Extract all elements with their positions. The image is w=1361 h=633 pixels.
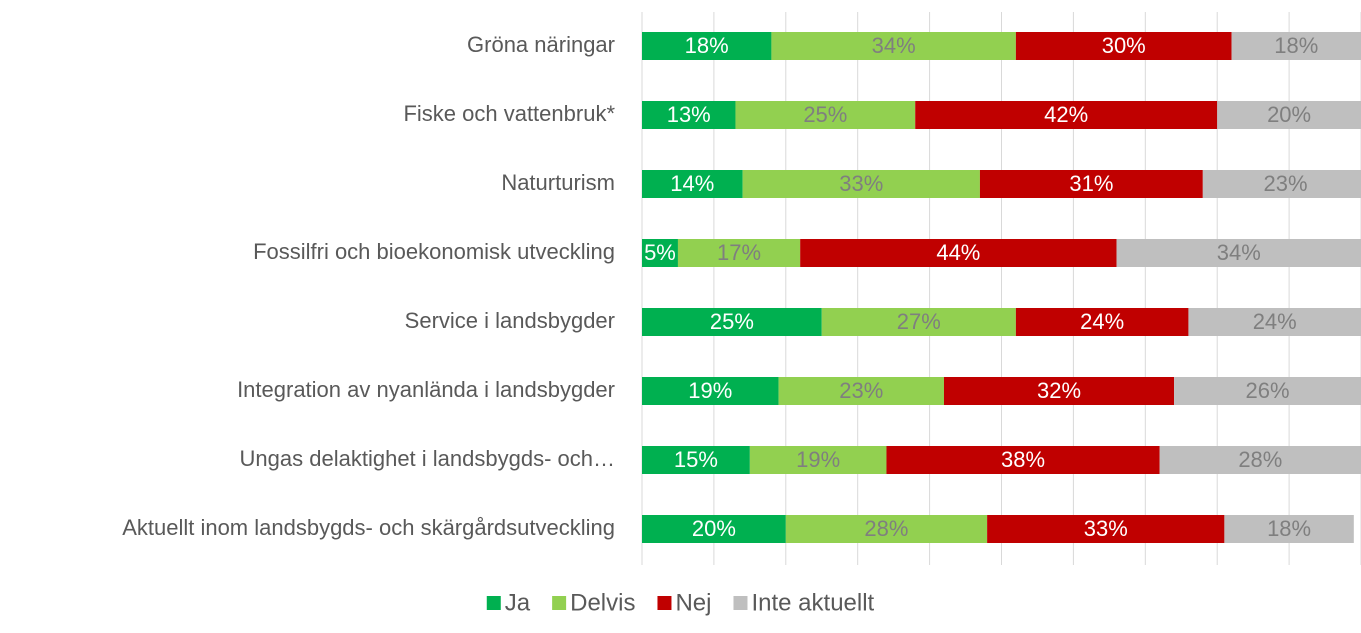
- bar-segment: [642, 377, 779, 405]
- data-label: 20%: [1267, 102, 1311, 127]
- bar-segment: [749, 446, 887, 474]
- bar-segment: [642, 101, 736, 129]
- bar-segment: [1015, 308, 1189, 336]
- data-label: 18%: [1274, 33, 1318, 58]
- data-label: 38%: [1001, 447, 1045, 472]
- data-label: 19%: [796, 447, 840, 472]
- data-label: 25%: [710, 309, 754, 334]
- data-label: 18%: [685, 33, 729, 58]
- data-label: 23%: [839, 378, 883, 403]
- bar-segment: [821, 308, 1016, 336]
- bar-segment: [1015, 32, 1232, 60]
- bar-segment: [642, 308, 822, 336]
- legend-label: Delvis: [570, 589, 635, 616]
- bar-segment: [1217, 101, 1361, 129]
- legend-label: Ja: [505, 589, 531, 616]
- bar-segment: [785, 515, 988, 543]
- data-label: 27%: [897, 309, 941, 334]
- bar-segment: [1116, 239, 1361, 267]
- y-tick-label: Integration av nyanlända i landsbygder: [237, 377, 615, 402]
- data-label: 18%: [1267, 516, 1311, 541]
- y-tick-label: Fiske och vattenbruk*: [403, 101, 615, 126]
- bar-segment: [778, 377, 944, 405]
- bar-segment: [915, 101, 1218, 129]
- data-label: 30%: [1102, 33, 1146, 58]
- data-label: 13%: [667, 102, 711, 127]
- data-label: 31%: [1069, 171, 1113, 196]
- y-tick-label: Aktuellt inom landsbygds- och skärgårdsu…: [122, 515, 615, 540]
- y-tick-label: Gröna näringar: [467, 32, 615, 57]
- bar-segment: [642, 446, 750, 474]
- data-label: 34%: [1217, 240, 1261, 265]
- bar-segment: [800, 239, 1117, 267]
- data-label: 14%: [670, 171, 714, 196]
- data-label: 28%: [864, 516, 908, 541]
- data-label: 15%: [674, 447, 718, 472]
- data-label: 42%: [1044, 102, 1088, 127]
- data-label: 19%: [688, 378, 732, 403]
- bar-segment: [642, 515, 786, 543]
- legend-label: Inte aktuellt: [751, 589, 874, 616]
- bar-segment: [771, 32, 1016, 60]
- bar-segment: [1174, 377, 1361, 405]
- legend-swatch: [657, 596, 672, 610]
- y-tick-label: Naturturism: [501, 170, 615, 195]
- legend-swatch: [486, 596, 501, 610]
- bar-segment: [1224, 515, 1354, 543]
- bar-segment: [735, 101, 916, 129]
- data-label: 32%: [1037, 378, 1081, 403]
- bar-segment: [987, 515, 1225, 543]
- data-label: 23%: [1263, 171, 1307, 196]
- bar-segment: [943, 377, 1175, 405]
- data-label: 20%: [692, 516, 736, 541]
- bar-segment: [1231, 32, 1361, 60]
- bar-segment: [1188, 308, 1361, 336]
- data-label: 25%: [803, 102, 847, 127]
- bar-segment: [742, 170, 980, 198]
- bar-segment: [1202, 170, 1361, 198]
- bar-segment: [886, 446, 1160, 474]
- bar-segment: [642, 32, 772, 60]
- data-label: 33%: [1084, 516, 1128, 541]
- data-label: 26%: [1246, 378, 1290, 403]
- bar-segment: [979, 170, 1203, 198]
- data-label: 5%: [644, 240, 676, 265]
- data-label: 33%: [839, 171, 883, 196]
- data-label: 28%: [1238, 447, 1282, 472]
- y-tick-label: Ungas delaktighet i landsbygds- och…: [240, 446, 615, 471]
- data-label: 44%: [936, 240, 980, 265]
- y-tick-label: Fossilfri och bioekonomisk utveckling: [253, 239, 615, 264]
- legend-swatch: [733, 596, 748, 610]
- legend-label: Nej: [675, 589, 711, 616]
- data-label: 17%: [717, 240, 761, 265]
- data-label: 24%: [1080, 309, 1124, 334]
- bar-segment: [642, 239, 678, 267]
- y-tick-label: Service i landsbygder: [405, 308, 615, 333]
- bar-segment: [677, 239, 801, 267]
- bar-segment: [642, 170, 743, 198]
- data-label: 24%: [1253, 309, 1297, 334]
- legend-swatch: [552, 596, 567, 610]
- bar-segment: [1159, 446, 1361, 474]
- data-label: 34%: [872, 33, 916, 58]
